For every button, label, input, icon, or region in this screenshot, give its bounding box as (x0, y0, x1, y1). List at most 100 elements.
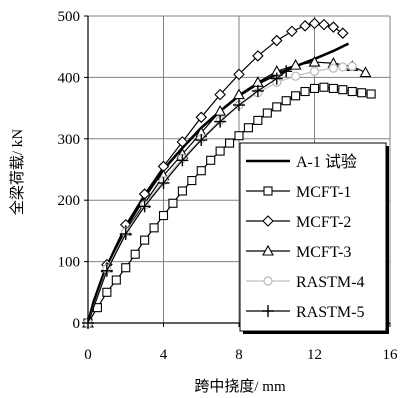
legend: A-1 试验 MCFT-1 MCFT-2 MCFT-3 RASTM-4 RASTM-5 (239, 142, 389, 334)
data-point (214, 88, 226, 101)
series-mcft-2 (82, 17, 349, 329)
data-point (299, 20, 311, 32)
data-point (291, 91, 301, 101)
data-point (272, 102, 282, 112)
data-point (168, 198, 178, 208)
data-point (102, 287, 112, 297)
x-tick-label: 12 (307, 347, 322, 363)
legend-swatch-marker (262, 244, 274, 256)
legend-swatch-marker (262, 215, 274, 227)
data-point (270, 72, 283, 85)
data-point (280, 65, 293, 78)
data-point (251, 84, 264, 97)
data-point (187, 176, 197, 186)
data-point (111, 275, 121, 285)
data-point (233, 68, 245, 81)
data-point (176, 136, 189, 148)
data-point (233, 88, 245, 100)
data-point (243, 123, 253, 133)
data-point (338, 62, 348, 72)
data-point (286, 25, 298, 38)
data-point (289, 58, 302, 70)
x-tick-label: 4 (160, 347, 168, 363)
data-point (130, 249, 140, 259)
x-tick-label: 8 (235, 347, 243, 363)
legend-label: MCFT-1 (296, 184, 351, 201)
data-point (176, 154, 189, 167)
series-line (87, 61, 366, 324)
data-point (177, 186, 187, 196)
data-point (252, 50, 264, 62)
axes: 0 100 200 300 400 500 0 4 8 12 16 (58, 9, 399, 363)
legend-label: RASTM-5 (296, 304, 364, 321)
data-point (300, 86, 310, 97)
data-point (100, 264, 113, 277)
legend-swatch-marker (262, 305, 274, 317)
data-point (157, 177, 170, 190)
data-point (253, 115, 263, 125)
legend-label: MCFT-2 (296, 214, 351, 231)
data-point (318, 18, 330, 31)
data-point (262, 108, 272, 118)
data-point (328, 63, 339, 73)
data-point (366, 89, 376, 99)
legend-entry: MCFT-1 (246, 184, 351, 201)
data-point (119, 227, 132, 240)
data-point (206, 155, 216, 165)
data-point (308, 55, 321, 67)
data-point (195, 134, 208, 147)
series-mcft-1 (83, 82, 376, 328)
data-point (215, 146, 225, 156)
data-point (121, 263, 131, 273)
data-point (234, 131, 244, 141)
y-axis-title: 全梁荷载/ kN (8, 129, 26, 215)
data-point (328, 83, 338, 94)
y-tick-label: 300 (58, 132, 81, 148)
data-point (308, 17, 321, 30)
data-point (225, 138, 235, 148)
data-point (214, 115, 227, 128)
data-point (233, 99, 245, 112)
data-point (158, 211, 169, 221)
legend-entry: A-1 试验 (246, 153, 357, 171)
legend-entry: RASTM-5 (246, 304, 364, 321)
data-point (327, 21, 340, 33)
x-tick-label: 0 (84, 347, 92, 363)
y-tick-label: 100 (58, 255, 81, 271)
data-point (140, 235, 150, 245)
x-axis-title: 跨中挠度/ mm (194, 378, 286, 395)
y-tick-label: 200 (58, 193, 81, 209)
legend-label: MCFT-3 (296, 244, 351, 261)
data-point (281, 96, 291, 106)
data-point (270, 34, 283, 47)
series-layer (82, 17, 376, 329)
data-point (319, 82, 329, 92)
data-point (347, 86, 357, 97)
legend-swatch-marker (263, 276, 273, 286)
data-point (309, 83, 320, 94)
series-line (87, 70, 287, 324)
y-tick-label: 500 (58, 9, 81, 25)
legend-label: A-1 试验 (296, 153, 357, 171)
data-point (196, 166, 206, 176)
data-point (338, 85, 348, 95)
data-point (290, 71, 301, 81)
y-tick-label: 0 (73, 316, 81, 332)
data-point (138, 200, 151, 213)
series-rastm-5 (82, 65, 293, 329)
legend-swatch-marker (263, 186, 273, 196)
data-point (149, 223, 159, 233)
legend-entry: MCFT-2 (246, 214, 351, 231)
data-point (357, 88, 367, 98)
data-point (195, 111, 208, 124)
data-point (347, 61, 357, 72)
legend-entry: MCFT-3 (246, 244, 351, 261)
x-tick-label: 16 (383, 347, 399, 363)
data-point (309, 66, 320, 76)
y-tick-label: 400 (58, 70, 81, 86)
legend-label: RASTM-4 (296, 274, 364, 291)
data-point (337, 27, 349, 39)
data-point (359, 66, 372, 78)
legend-box (239, 142, 387, 332)
